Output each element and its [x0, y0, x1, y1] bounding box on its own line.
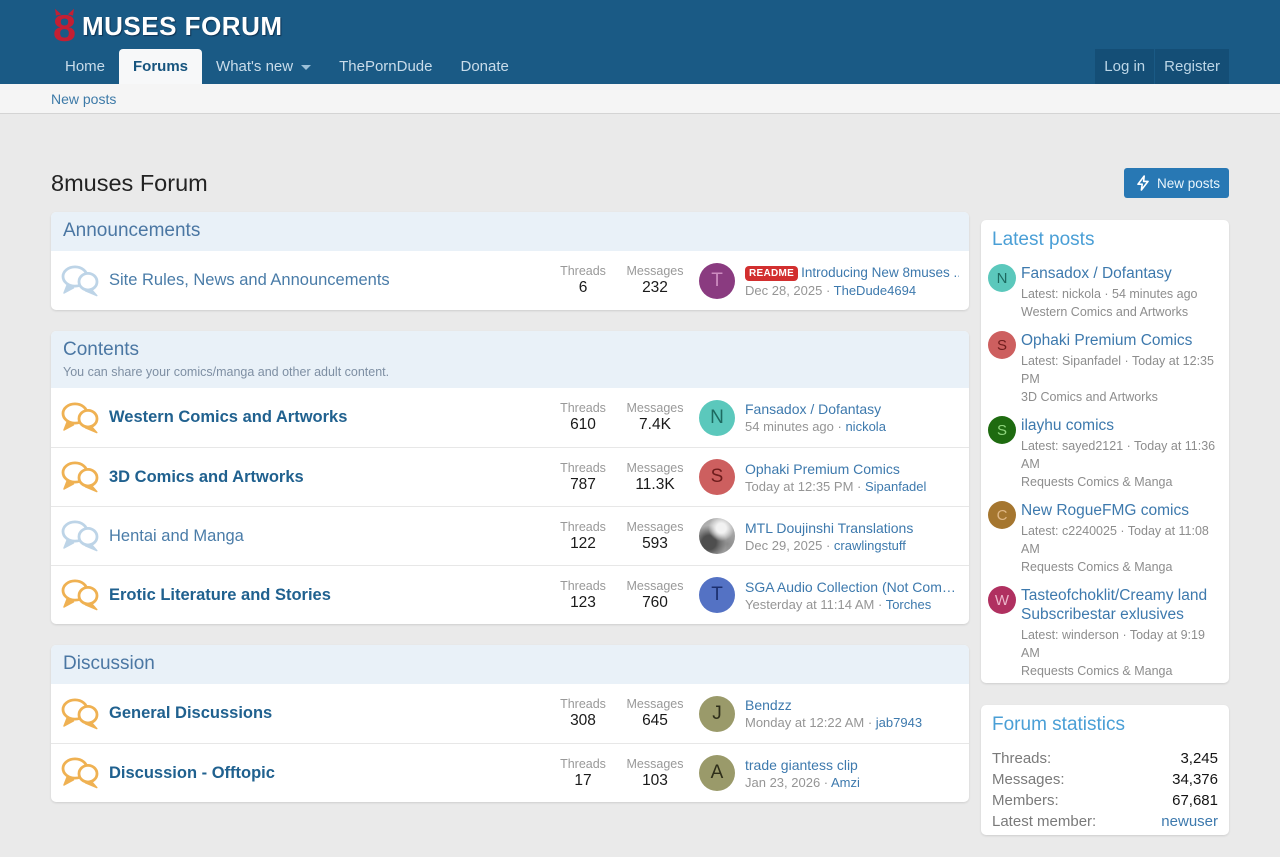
svg-text:8: 8 — [53, 8, 76, 43]
